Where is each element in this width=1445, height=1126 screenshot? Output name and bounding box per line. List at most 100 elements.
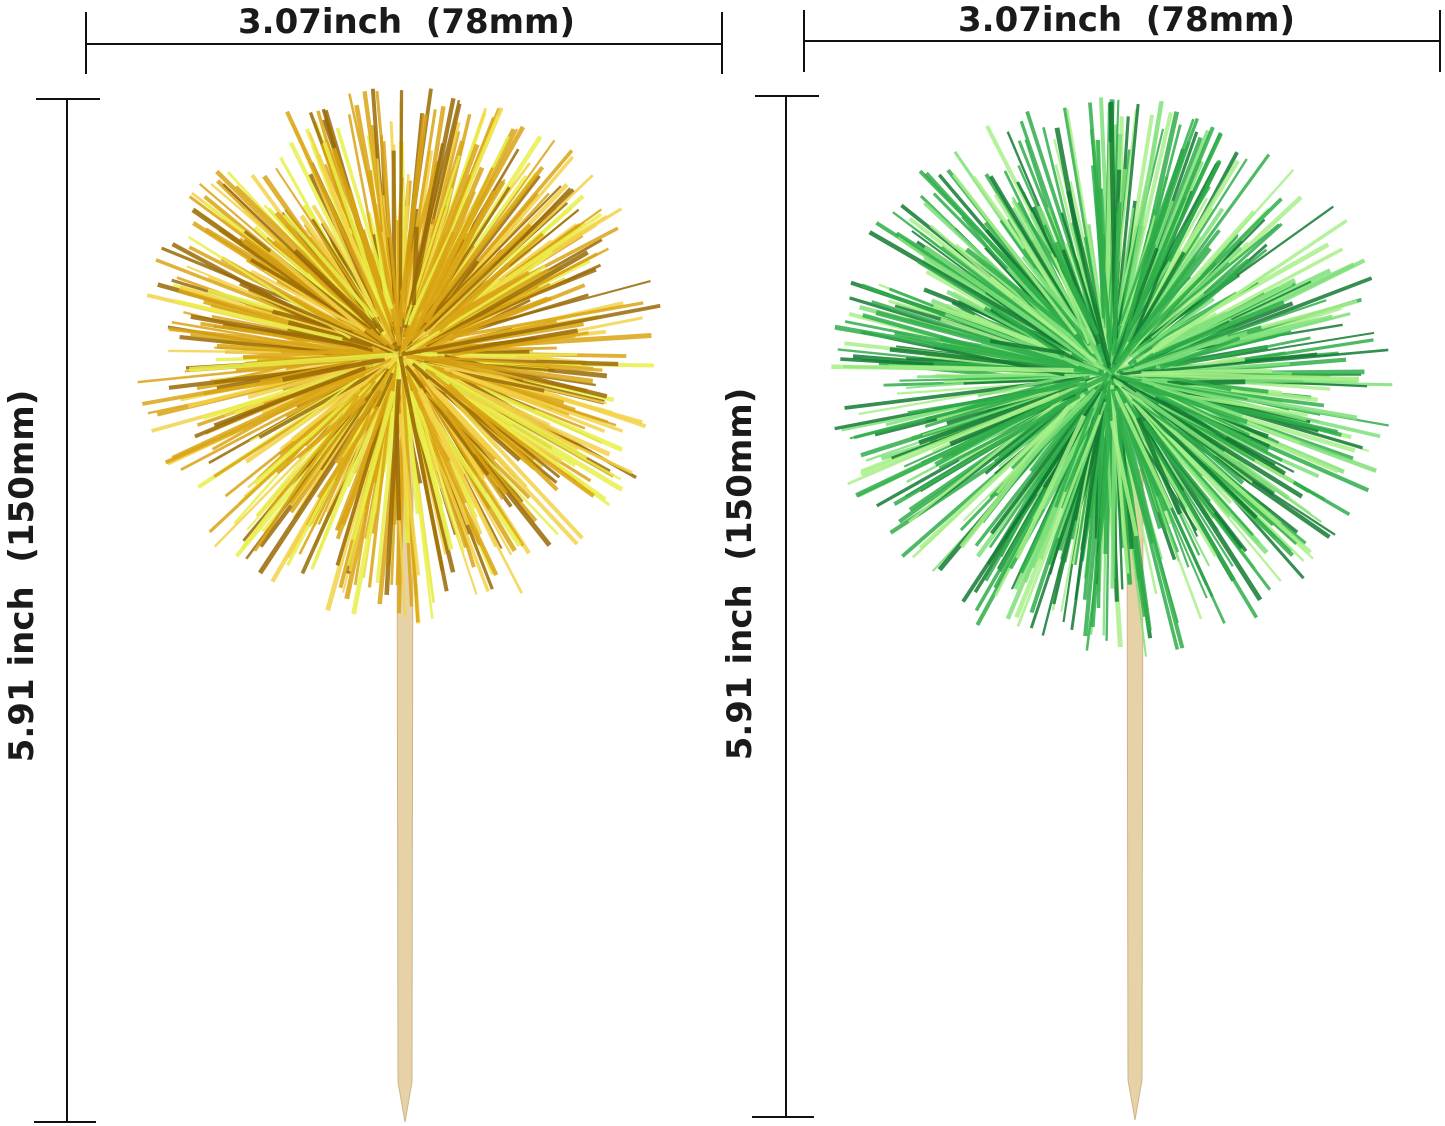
tinsel-strand <box>320 368 390 471</box>
gold-width-tick-right <box>721 12 723 74</box>
tinsel-strand <box>137 356 378 384</box>
gold-width-tick-left <box>85 12 87 74</box>
tinsel-strand <box>416 391 524 594</box>
tinsel-strand <box>350 390 396 541</box>
tinsel-strand <box>447 383 559 492</box>
tinsel-strand <box>1112 153 1271 370</box>
tinsel-strand <box>1143 419 1211 503</box>
tinsel-strand <box>404 364 490 476</box>
tinsel-strand <box>404 165 545 345</box>
tinsel-strand <box>907 381 1088 415</box>
tinsel-strand <box>250 269 365 331</box>
tinsel-strand <box>326 405 382 513</box>
tinsel-strand <box>420 361 588 460</box>
tinsel-strand <box>283 213 376 319</box>
tinsel-strand <box>1167 379 1246 386</box>
tinsel-strand <box>1142 387 1339 435</box>
tinsel-strand <box>375 90 402 341</box>
tinsel-strand <box>259 360 353 383</box>
tinsel-strand <box>1089 129 1113 350</box>
green-height-line <box>785 96 787 1117</box>
tinsel-strand <box>453 280 651 335</box>
tinsel-strand <box>289 398 366 505</box>
tinsel-strand <box>1113 131 1223 365</box>
tinsel-strand <box>1154 278 1297 353</box>
tinsel-strand <box>1098 380 1112 542</box>
tinsel-strand <box>1157 373 1232 392</box>
tinsel-strand <box>174 299 343 342</box>
green-width-tick-right <box>1439 10 1441 72</box>
tinsel-strand <box>1109 373 1248 401</box>
tinsel-strand <box>409 390 454 551</box>
green-width-line <box>804 40 1440 42</box>
tinsel-strand <box>1111 168 1295 374</box>
tinsel-strand <box>406 353 594 384</box>
tinsel-strand <box>1118 299 1327 372</box>
tinsel-strand <box>991 400 1081 507</box>
tinsel-strand <box>977 375 1068 398</box>
tinsel-strand <box>984 403 1067 475</box>
tinsel-strand <box>1066 190 1112 368</box>
tinsel-strand <box>437 262 511 333</box>
tinsel-strand <box>418 185 562 331</box>
tinsel-strand <box>1141 368 1273 376</box>
tinsel-strand <box>1122 312 1351 374</box>
green-height-tick-bottom <box>752 1116 814 1118</box>
tinsel-strand <box>279 354 400 451</box>
tinsel-strand <box>335 127 394 310</box>
tinsel-strand <box>190 333 370 355</box>
tinsel-strand <box>293 249 379 330</box>
tinsel-strand <box>1135 391 1323 524</box>
tinsel-strand <box>1041 391 1106 510</box>
tinsel-strand <box>410 265 546 350</box>
tinsel-strand <box>1112 377 1282 582</box>
tinsel-strand <box>892 211 1111 376</box>
tinsel-strand <box>1111 202 1122 356</box>
tinsel-strand <box>269 249 367 333</box>
tinsel-strand <box>1135 197 1283 343</box>
tinsel-strand <box>258 366 386 439</box>
tinsel-strand <box>1148 241 1249 348</box>
tinsel-strand <box>1141 378 1243 418</box>
tinsel-strand <box>990 276 1107 374</box>
tinsel-strand <box>180 357 393 471</box>
tinsel-strand <box>965 247 1083 342</box>
tinsel-strand <box>213 366 367 428</box>
tinsel-strand <box>186 265 397 354</box>
tinsel-strand <box>222 183 382 337</box>
tinsel-strand <box>401 353 578 357</box>
tinsel-strand <box>1132 300 1285 366</box>
tinsel-strand <box>1112 375 1256 462</box>
tinsel-strand <box>923 244 1097 368</box>
tinsel-strand <box>322 141 394 339</box>
tinsel-strand <box>304 373 379 447</box>
tinsel-strand <box>1130 406 1272 591</box>
tinsel-strand <box>280 389 374 472</box>
tinsel-strand <box>164 372 365 465</box>
tinsel-strand <box>1135 219 1348 363</box>
green-height-label: 5.91 inch (150mm) <box>720 387 760 761</box>
tinsel-strand <box>287 320 374 348</box>
tinsel-strand <box>831 364 1074 373</box>
tinsel-strand <box>942 342 1085 370</box>
tinsel-strand <box>834 324 1110 378</box>
tinsel-strand <box>1016 414 1102 627</box>
tinsel-strand <box>988 377 1108 549</box>
tinsel-strand <box>400 180 506 350</box>
tinsel-strand <box>1133 334 1229 372</box>
tinsel-strand <box>1057 259 1100 336</box>
tinsel-strand <box>418 408 465 554</box>
gold-width-label: 3.07inch (78mm) <box>238 2 576 42</box>
tinsel-strand <box>411 362 558 484</box>
tinsel-strand <box>334 379 397 532</box>
tinsel-strand <box>405 374 467 505</box>
tinsel-strand <box>316 406 381 499</box>
tinsel-strand <box>411 226 419 306</box>
tinsel-strand <box>868 230 1087 360</box>
tinsel-strand <box>401 109 437 319</box>
tinsel-strand <box>431 356 594 370</box>
tinsel-strand <box>1015 414 1086 560</box>
tinsel-strand <box>893 394 1081 507</box>
gold-height-line <box>66 99 68 1122</box>
